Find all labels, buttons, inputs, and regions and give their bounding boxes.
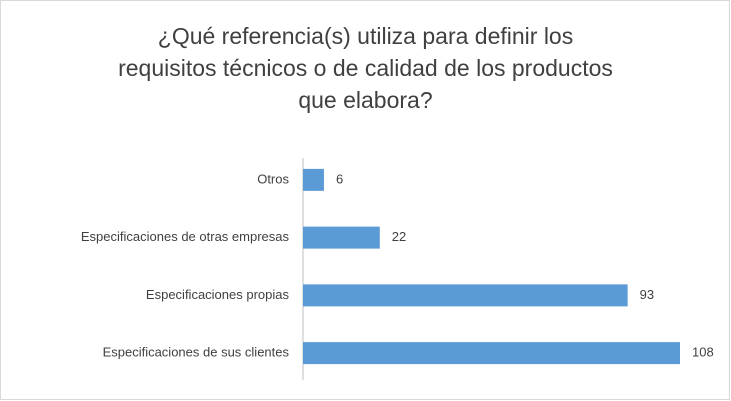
bar — [303, 342, 680, 365]
bar — [303, 226, 380, 249]
y-tick-label: Especificaciones de sus clientes — [103, 345, 290, 360]
data-label: 93 — [640, 287, 654, 302]
y-tick-label: Otros — [257, 171, 289, 186]
bar — [303, 168, 324, 191]
y-tick-label: Especificaciones propias — [146, 287, 290, 302]
data-label: 6 — [336, 171, 343, 186]
bar — [303, 284, 628, 307]
data-label: 22 — [392, 229, 406, 244]
y-tick-label: Especificaciones de otras empresas — [81, 229, 290, 244]
chart-title: ¿Qué referencia(s) utiliza para definir … — [118, 23, 613, 113]
data-label: 108 — [692, 345, 714, 360]
